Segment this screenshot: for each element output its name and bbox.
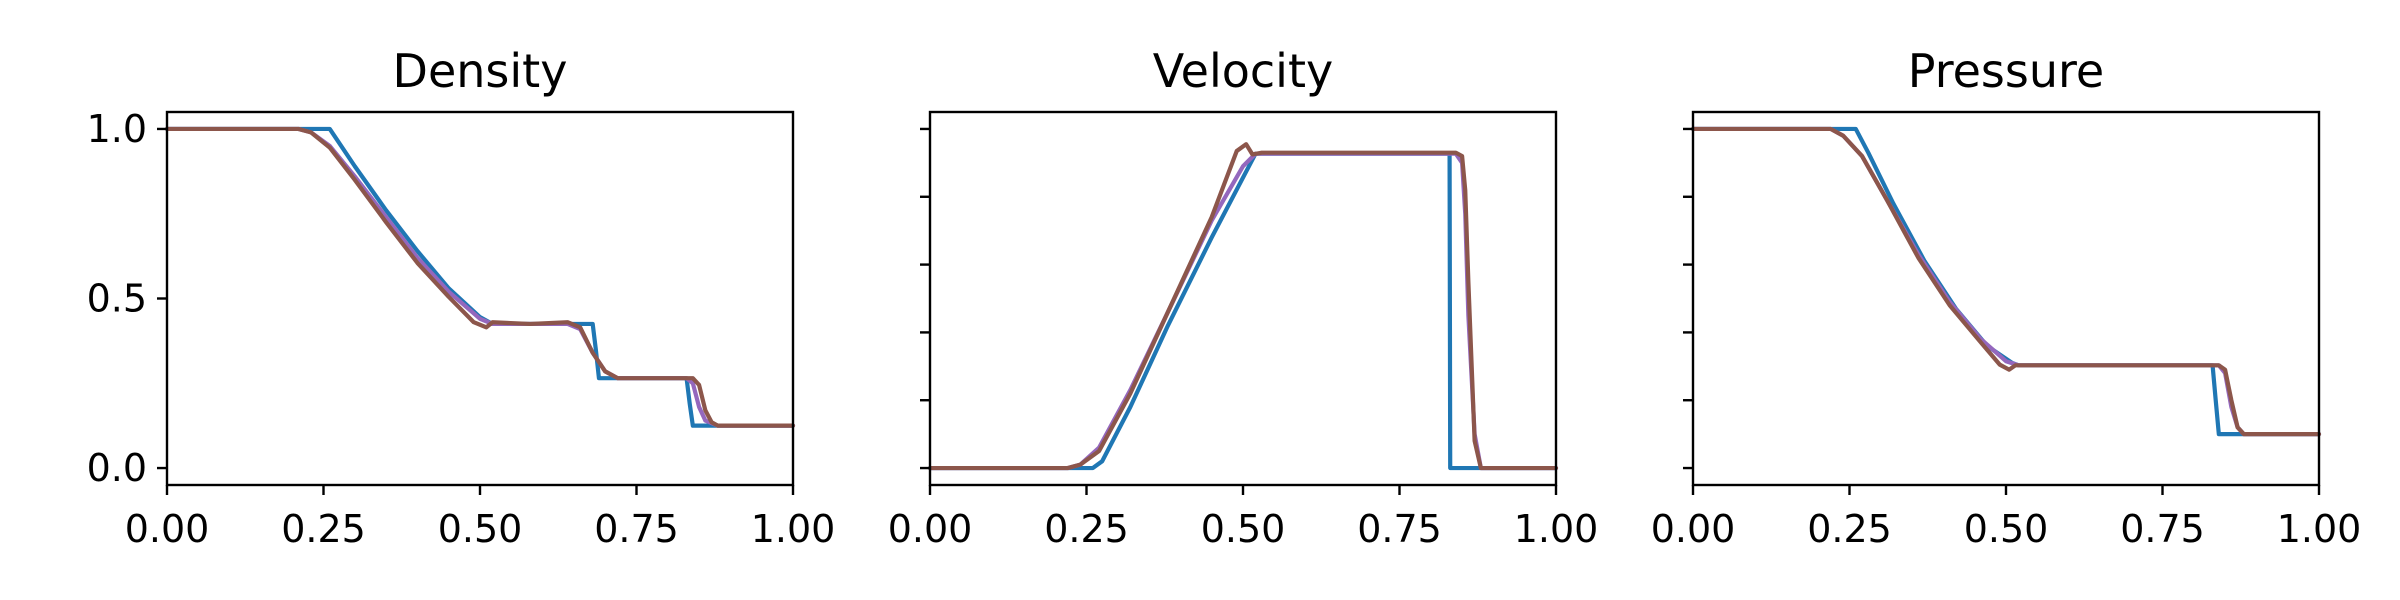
pressure-x-tick-label: 1.00: [2277, 507, 2362, 551]
density-y-tick-label: 0.0: [87, 446, 147, 490]
density-x-tick-label: 0.00: [125, 507, 210, 551]
density-x-tick-label: 0.75: [594, 507, 679, 551]
velocity-panel: 0.00 0.25 0.50 0.75 1.00 Velocity: [888, 44, 1599, 551]
pressure-series-line-2: [1690, 126, 2322, 437]
pressure-x-tick-label: 0.25: [1807, 507, 1892, 551]
velocity-x-tick-label: 1.00: [1514, 507, 1599, 551]
velocity-series-line-0: [927, 151, 1559, 471]
velocity-x-tick-label: 0.00: [888, 507, 973, 551]
velocity-series-line-2: [927, 142, 1559, 471]
density-y-tick-label: 0.5: [87, 277, 147, 321]
pressure-title: Pressure: [1908, 44, 2104, 98]
pressure-panel: 0.00 0.25 0.50 0.75 1.00 Pressure: [1651, 44, 2362, 551]
velocity-title: Velocity: [1153, 44, 1333, 98]
velocity-x-tick-label: 0.50: [1201, 507, 1286, 551]
density-title: Density: [393, 44, 568, 98]
density-y-tick-label: 1.0: [87, 107, 147, 151]
pressure-x-tick-label: 0.00: [1651, 507, 1736, 551]
density-x-tick-label: 0.25: [281, 507, 366, 551]
density-panel: 0.00 0.25 0.50 0.75 1.00 0.0 0.5 1.0 Density: [87, 44, 836, 551]
density-x-tick-label: 0.50: [438, 507, 523, 551]
velocity-x-tick-label: 0.75: [1357, 507, 1442, 551]
density-series-line-2: [164, 126, 796, 428]
pressure-x-tick-label: 0.50: [1964, 507, 2049, 551]
velocity-x-tick-label: 0.25: [1044, 507, 1129, 551]
pressure-x-tick-label: 0.75: [2120, 507, 2205, 551]
density-x-tick-label: 1.00: [751, 507, 836, 551]
